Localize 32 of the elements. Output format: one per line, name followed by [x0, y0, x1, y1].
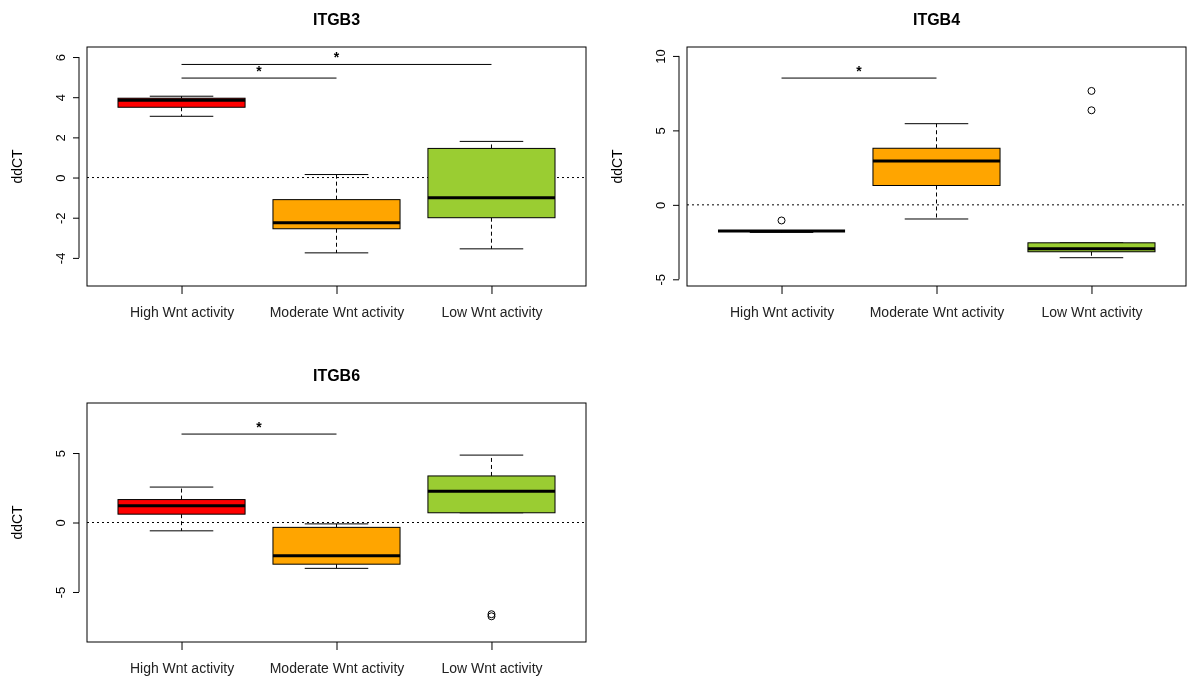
- y-tick-label: -5: [53, 586, 68, 599]
- x-tick-label: Low Wnt activity: [441, 660, 543, 677]
- annotation: *: [333, 49, 340, 66]
- x-tick-label: High Wnt activity: [729, 304, 835, 321]
- y-tick-label: 4: [53, 94, 68, 102]
- x-tick-label: Moderate Wnt activity: [869, 304, 1005, 321]
- y-tick-label: 5: [53, 449, 68, 458]
- chart-title: ITGB3: [312, 11, 361, 28]
- y-axis-title: ddCT: [9, 148, 25, 184]
- y-axis-title: ddCT: [9, 504, 25, 540]
- chart-title: ITGB6: [312, 367, 361, 384]
- x-tick-label: Low Wnt activity: [441, 304, 543, 321]
- x-tick-label: High Wnt activity: [129, 660, 235, 677]
- y-tick-label: 0: [53, 519, 68, 527]
- annotation: *: [256, 419, 263, 436]
- y-tick-label: 6: [53, 53, 68, 62]
- y-tick-label: 2: [53, 134, 68, 142]
- y-tick-label: 10: [653, 49, 668, 64]
- x-tick-label: Moderate Wnt activity: [269, 660, 405, 677]
- y-tick-label: -4: [53, 252, 68, 265]
- x-tick-label: Low Wnt activity: [1041, 304, 1143, 321]
- y-tick-label: 0: [653, 201, 668, 209]
- x-tick-label: High Wnt activity: [129, 304, 235, 321]
- y-tick-label: -5: [653, 274, 668, 286]
- y-tick-label: 0: [53, 174, 68, 182]
- x-tick-label: Moderate Wnt activity: [269, 304, 405, 321]
- annotation: *: [856, 63, 863, 80]
- y-tick-label: 5: [653, 127, 668, 135]
- annotation: *: [256, 63, 263, 80]
- y-tick-label: -2: [53, 212, 68, 224]
- y-axis-title: ddCT: [609, 148, 625, 184]
- chart-title: ITGB4: [912, 11, 961, 28]
